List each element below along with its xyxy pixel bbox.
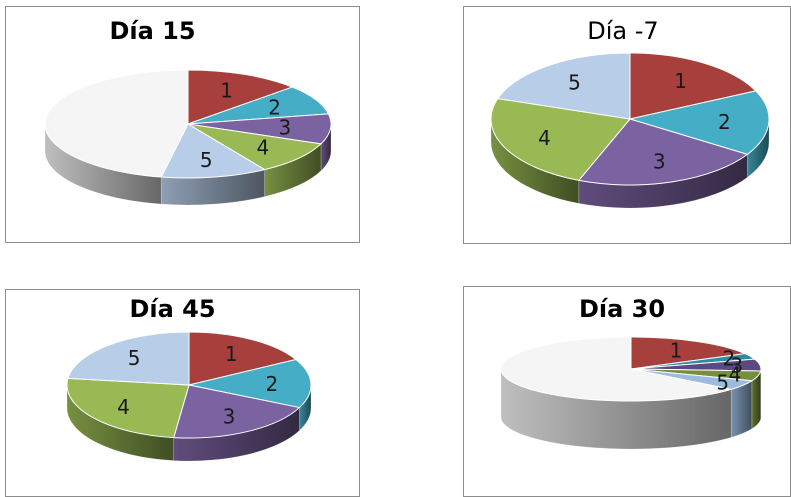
pie-slice-label-5: 5 (716, 370, 729, 394)
pie-slice-2 (188, 358, 312, 409)
pie-slice-label-3: 3 (653, 150, 666, 174)
pie-slice-label-4: 4 (117, 395, 130, 419)
pie-slice-1 (629, 52, 757, 120)
pie-chart-day-45: 1 2 3 4 5 (66, 331, 312, 462)
chart-title: Día 30 (578, 295, 666, 323)
pie-slice-3 (187, 113, 332, 145)
pie-slice-label-5: 5 (200, 148, 213, 172)
pie-slice-label-4: 4 (257, 135, 270, 159)
pie-slice-6 (44, 69, 189, 178)
pie-slice-label-1: 1 (670, 338, 683, 362)
pie-slice-label-1: 1 (225, 342, 238, 366)
pie-slice-3 (173, 384, 300, 439)
pie-slice-5 (497, 52, 631, 120)
pie-slice-4 (66, 377, 190, 439)
pie-slice-1 (630, 336, 746, 370)
pie-slice-label-2: 2 (268, 95, 281, 119)
pie-slice-4 (490, 98, 631, 181)
pie-slice-label-1: 1 (674, 69, 687, 93)
pie-slice-4 (187, 123, 322, 171)
chart-panel-day-45: Día 45 1 2 3 4 5 (5, 289, 360, 497)
pie-slice-5 (160, 123, 266, 179)
pie-slice-label-2: 2 (722, 347, 735, 371)
chart-title: Día -7 (587, 17, 659, 45)
pie-slice-label-3: 3 (730, 354, 743, 378)
pie-chart-day-minus-7: 1 2 3 4 5 (490, 52, 770, 209)
pie-slice-1 (187, 69, 293, 125)
pie-slice-label-5: 5 (568, 71, 581, 95)
chart-title: Día 15 (109, 17, 196, 45)
pie-chart-day-15: 1 234 5 (44, 69, 332, 206)
pie-slice-label-1: 1 (220, 78, 233, 102)
pie-slice-label-2: 2 (718, 110, 731, 134)
pie-slice-2 (629, 90, 770, 155)
pie-slice-label-4: 4 (729, 363, 742, 387)
pie-slice-2 (187, 86, 329, 125)
pie-slice-label-3: 3 (223, 405, 236, 429)
pie-slice-side-5 (730, 380, 753, 438)
pie-slice-label-4: 4 (538, 126, 551, 150)
pie-slice-5 (67, 331, 190, 386)
pie-slice-label-3: 3 (278, 115, 291, 139)
pie-slice-1 (188, 331, 297, 386)
chart-panel-day-minus-7: Día -7 1 2 3 4 5 (463, 6, 791, 244)
pie-slice-label-5: 5 (128, 346, 141, 370)
pie-slice-3 (578, 118, 748, 186)
pie-slice-label-2: 2 (266, 372, 279, 396)
chart-title: Día 45 (129, 295, 216, 323)
pie-slice-6 (500, 336, 732, 402)
